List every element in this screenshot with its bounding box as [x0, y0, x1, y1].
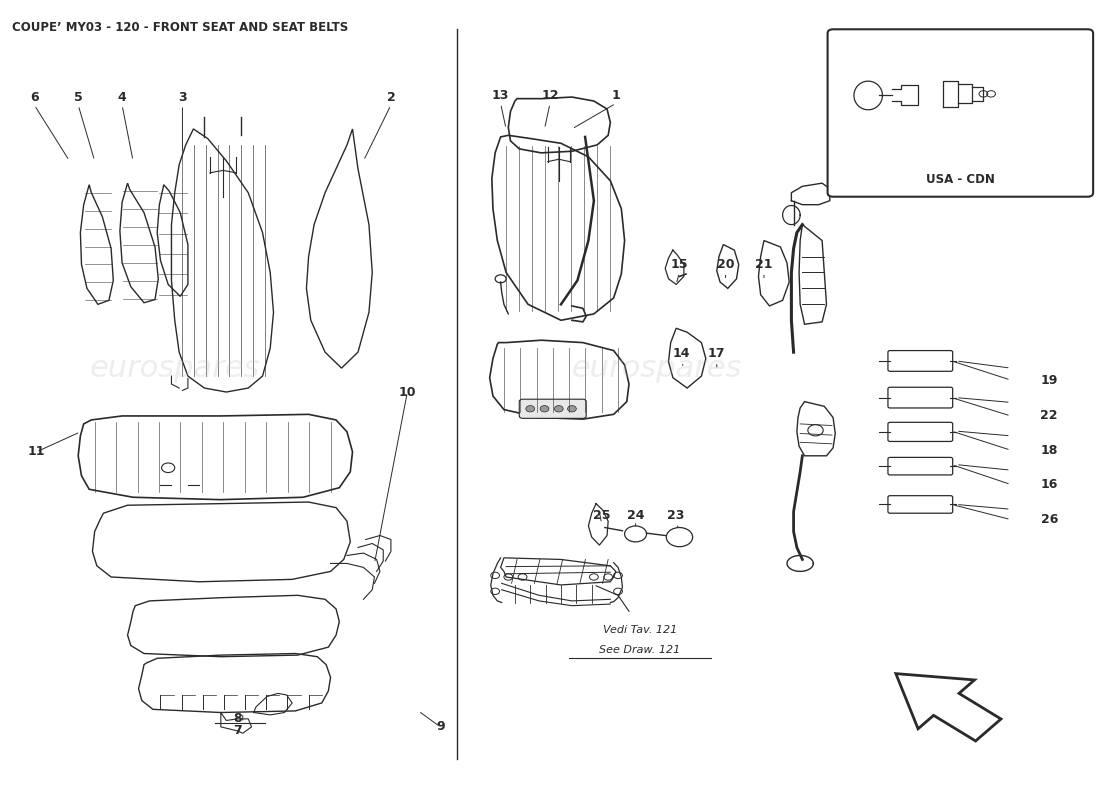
- Text: 3: 3: [178, 90, 187, 103]
- Text: Vedi Tav. 121: Vedi Tav. 121: [603, 625, 678, 635]
- Text: 9: 9: [436, 720, 444, 734]
- Circle shape: [526, 406, 535, 412]
- Text: 21: 21: [756, 258, 772, 271]
- Text: 27: 27: [892, 117, 910, 130]
- Text: 2: 2: [386, 90, 395, 103]
- Text: 15: 15: [671, 258, 689, 271]
- Text: 22: 22: [1041, 410, 1058, 422]
- Polygon shape: [895, 674, 1001, 741]
- Circle shape: [568, 406, 576, 412]
- Text: 24: 24: [627, 509, 645, 522]
- Text: 11: 11: [28, 446, 45, 458]
- Text: 14: 14: [673, 347, 691, 360]
- Text: See Draw. 121: See Draw. 121: [600, 645, 681, 655]
- Text: 1: 1: [612, 89, 620, 102]
- Text: 26: 26: [1041, 513, 1058, 526]
- Text: 23: 23: [668, 509, 685, 522]
- Text: 8: 8: [233, 712, 242, 726]
- Text: 10: 10: [398, 386, 416, 398]
- Text: 6: 6: [30, 90, 38, 103]
- Text: eurospares: eurospares: [572, 354, 742, 382]
- Text: 20: 20: [717, 258, 735, 271]
- Text: 12: 12: [541, 89, 559, 102]
- FancyBboxPatch shape: [827, 30, 1093, 197]
- Text: eurospares: eurospares: [89, 354, 260, 382]
- Text: 4: 4: [118, 90, 127, 103]
- Text: 19: 19: [1041, 374, 1058, 386]
- FancyBboxPatch shape: [519, 399, 586, 418]
- Text: 17: 17: [708, 347, 726, 360]
- Circle shape: [554, 406, 563, 412]
- Text: COUPE’ MY03 - 120 - FRONT SEAT AND SEAT BELTS: COUPE’ MY03 - 120 - FRONT SEAT AND SEAT …: [12, 22, 349, 34]
- Text: 5: 5: [74, 90, 82, 103]
- Text: USA - CDN: USA - CDN: [926, 174, 994, 186]
- Text: 25: 25: [593, 509, 611, 522]
- Text: 16: 16: [1041, 478, 1058, 491]
- Circle shape: [540, 406, 549, 412]
- Text: 7: 7: [233, 724, 242, 738]
- Text: 18: 18: [1041, 444, 1058, 457]
- Text: 13: 13: [492, 89, 509, 102]
